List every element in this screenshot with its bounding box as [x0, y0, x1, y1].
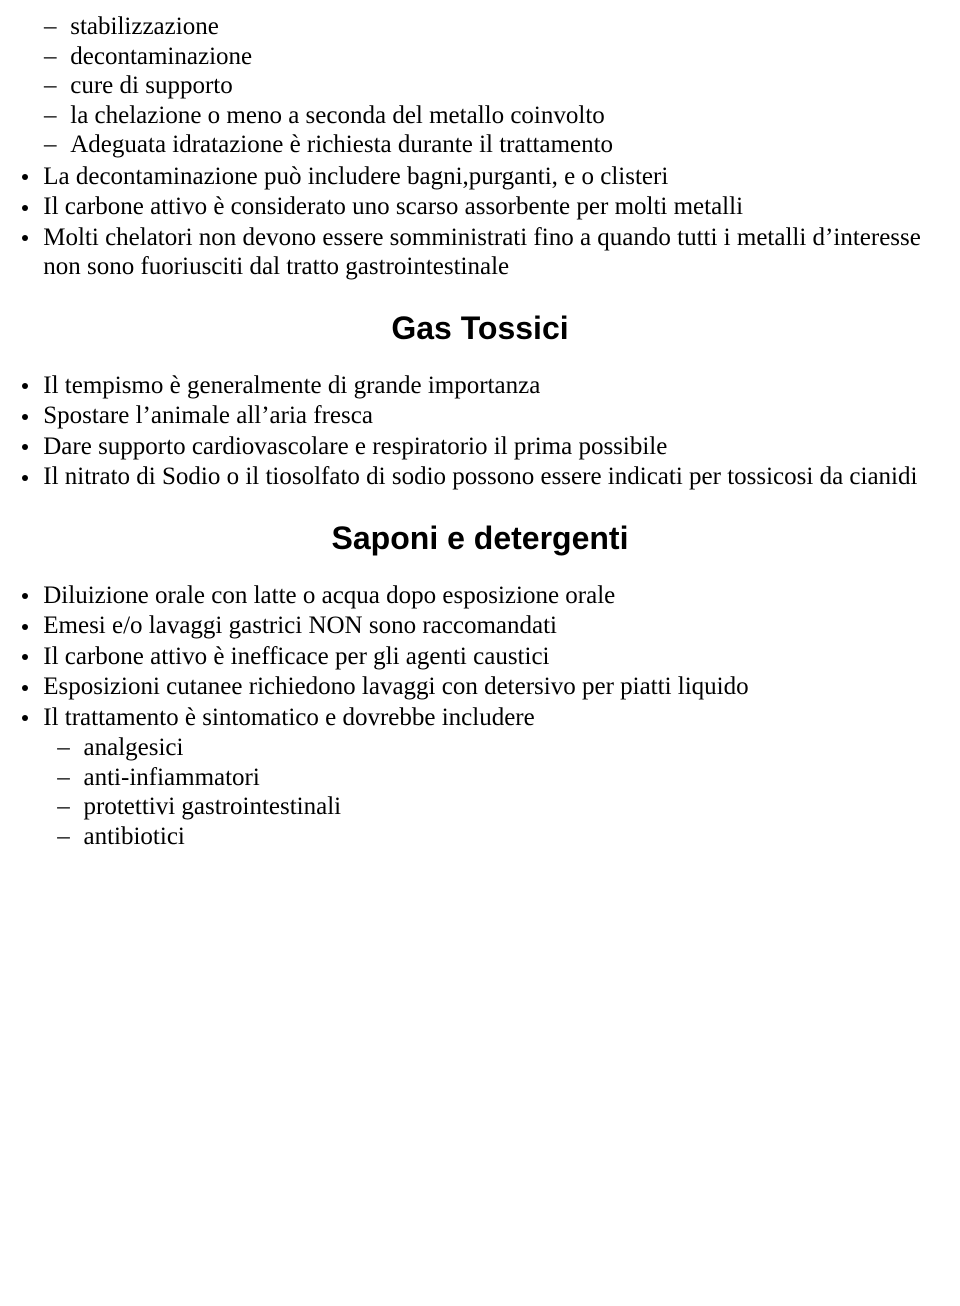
bullet-list-gas: Il tempismo è generalmente di grande imp… [14, 371, 946, 492]
list-item: Diluizione orale con latte o acqua dopo … [22, 581, 946, 611]
list-item: Il tempismo è generalmente di grande imp… [22, 371, 946, 401]
list-item: la chelazione o meno a seconda del metal… [44, 101, 946, 131]
sub-dash-list-treatment: analgesici anti-infiammatori protettivi … [43, 733, 946, 851]
list-item: Esposizioni cutanee richiedono lavaggi c… [22, 672, 946, 702]
list-item-text: Il trattamento è sintomatico e dovrebbe … [43, 704, 534, 731]
list-item: anti-infiammatori [57, 763, 946, 793]
list-item: protettivi gastrointestinali [57, 792, 946, 822]
list-item: decontaminazione [44, 42, 946, 72]
list-item: Dare supporto cardiovascolare e respirat… [22, 432, 946, 462]
list-item: Il nitrato di Sodio o il tiosolfato di s… [22, 462, 946, 492]
list-item: antibiotici [57, 822, 946, 852]
list-item: La decontaminazione può includere bagni,… [22, 162, 946, 192]
bullet-list-saponi: Diluizione orale con latte o acqua dopo … [14, 581, 946, 852]
list-item: Il carbone attivo è considerato uno scar… [22, 192, 946, 222]
list-item: Emesi e/o lavaggi gastrici NON sono racc… [22, 611, 946, 641]
list-item: cure di supporto [44, 71, 946, 101]
list-item: stabilizzazione [44, 12, 946, 42]
list-item: Il carbone attivo è inefficace per gli a… [22, 642, 946, 672]
bullet-list-metals: La decontaminazione può includere bagni,… [14, 162, 946, 282]
list-item: analgesici [57, 733, 946, 763]
list-item: Adeguata idratazione è richiesta durante… [44, 130, 946, 160]
list-item: Spostare l’animale all’aria fresca [22, 401, 946, 431]
heading-saponi-detergenti: Saponi e detergenti [14, 520, 946, 557]
heading-gas-tossici: Gas Tossici [14, 310, 946, 347]
intro-dash-list: stabilizzazione decontaminazione cure di… [14, 12, 946, 160]
list-item: Il trattamento è sintomatico e dovrebbe … [22, 703, 946, 852]
list-item: Molti chelatori non devono essere sommin… [22, 223, 946, 282]
